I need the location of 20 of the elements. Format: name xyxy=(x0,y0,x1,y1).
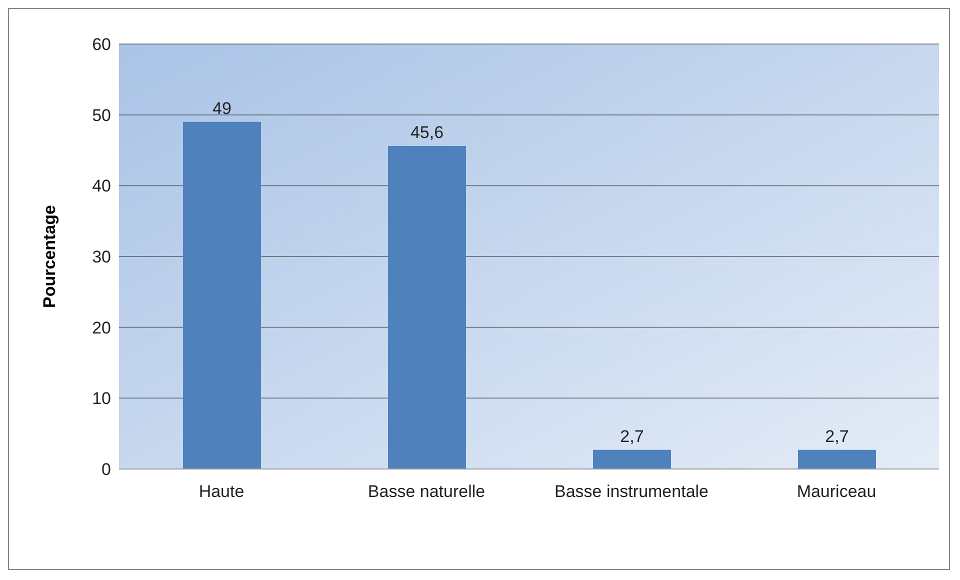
x-tick-label: Basse naturelle xyxy=(368,482,486,502)
y-axis-title: Pourcentage xyxy=(40,205,60,308)
data-label: 2,7 xyxy=(620,426,644,446)
data-label: 49 xyxy=(212,98,232,118)
bar xyxy=(798,450,876,469)
x-tick-label: Haute xyxy=(198,482,244,502)
y-tick-label: 0 xyxy=(102,460,111,480)
bar xyxy=(388,146,466,469)
x-tick-label: Mauriceau xyxy=(796,482,876,502)
y-tick-label: 10 xyxy=(92,389,111,408)
y-tick-label: 30 xyxy=(92,248,111,267)
bar xyxy=(593,450,671,469)
data-label: 2,7 xyxy=(825,426,849,446)
y-tick-label: 40 xyxy=(92,176,111,196)
y-tick-label: 50 xyxy=(92,106,111,125)
x-tick-label: Basse instrumentale xyxy=(554,482,709,502)
y-tick-label: 20 xyxy=(92,318,111,338)
y-tick-label: 60 xyxy=(92,35,111,54)
bar xyxy=(183,122,261,469)
data-label: 45,6 xyxy=(410,123,444,142)
